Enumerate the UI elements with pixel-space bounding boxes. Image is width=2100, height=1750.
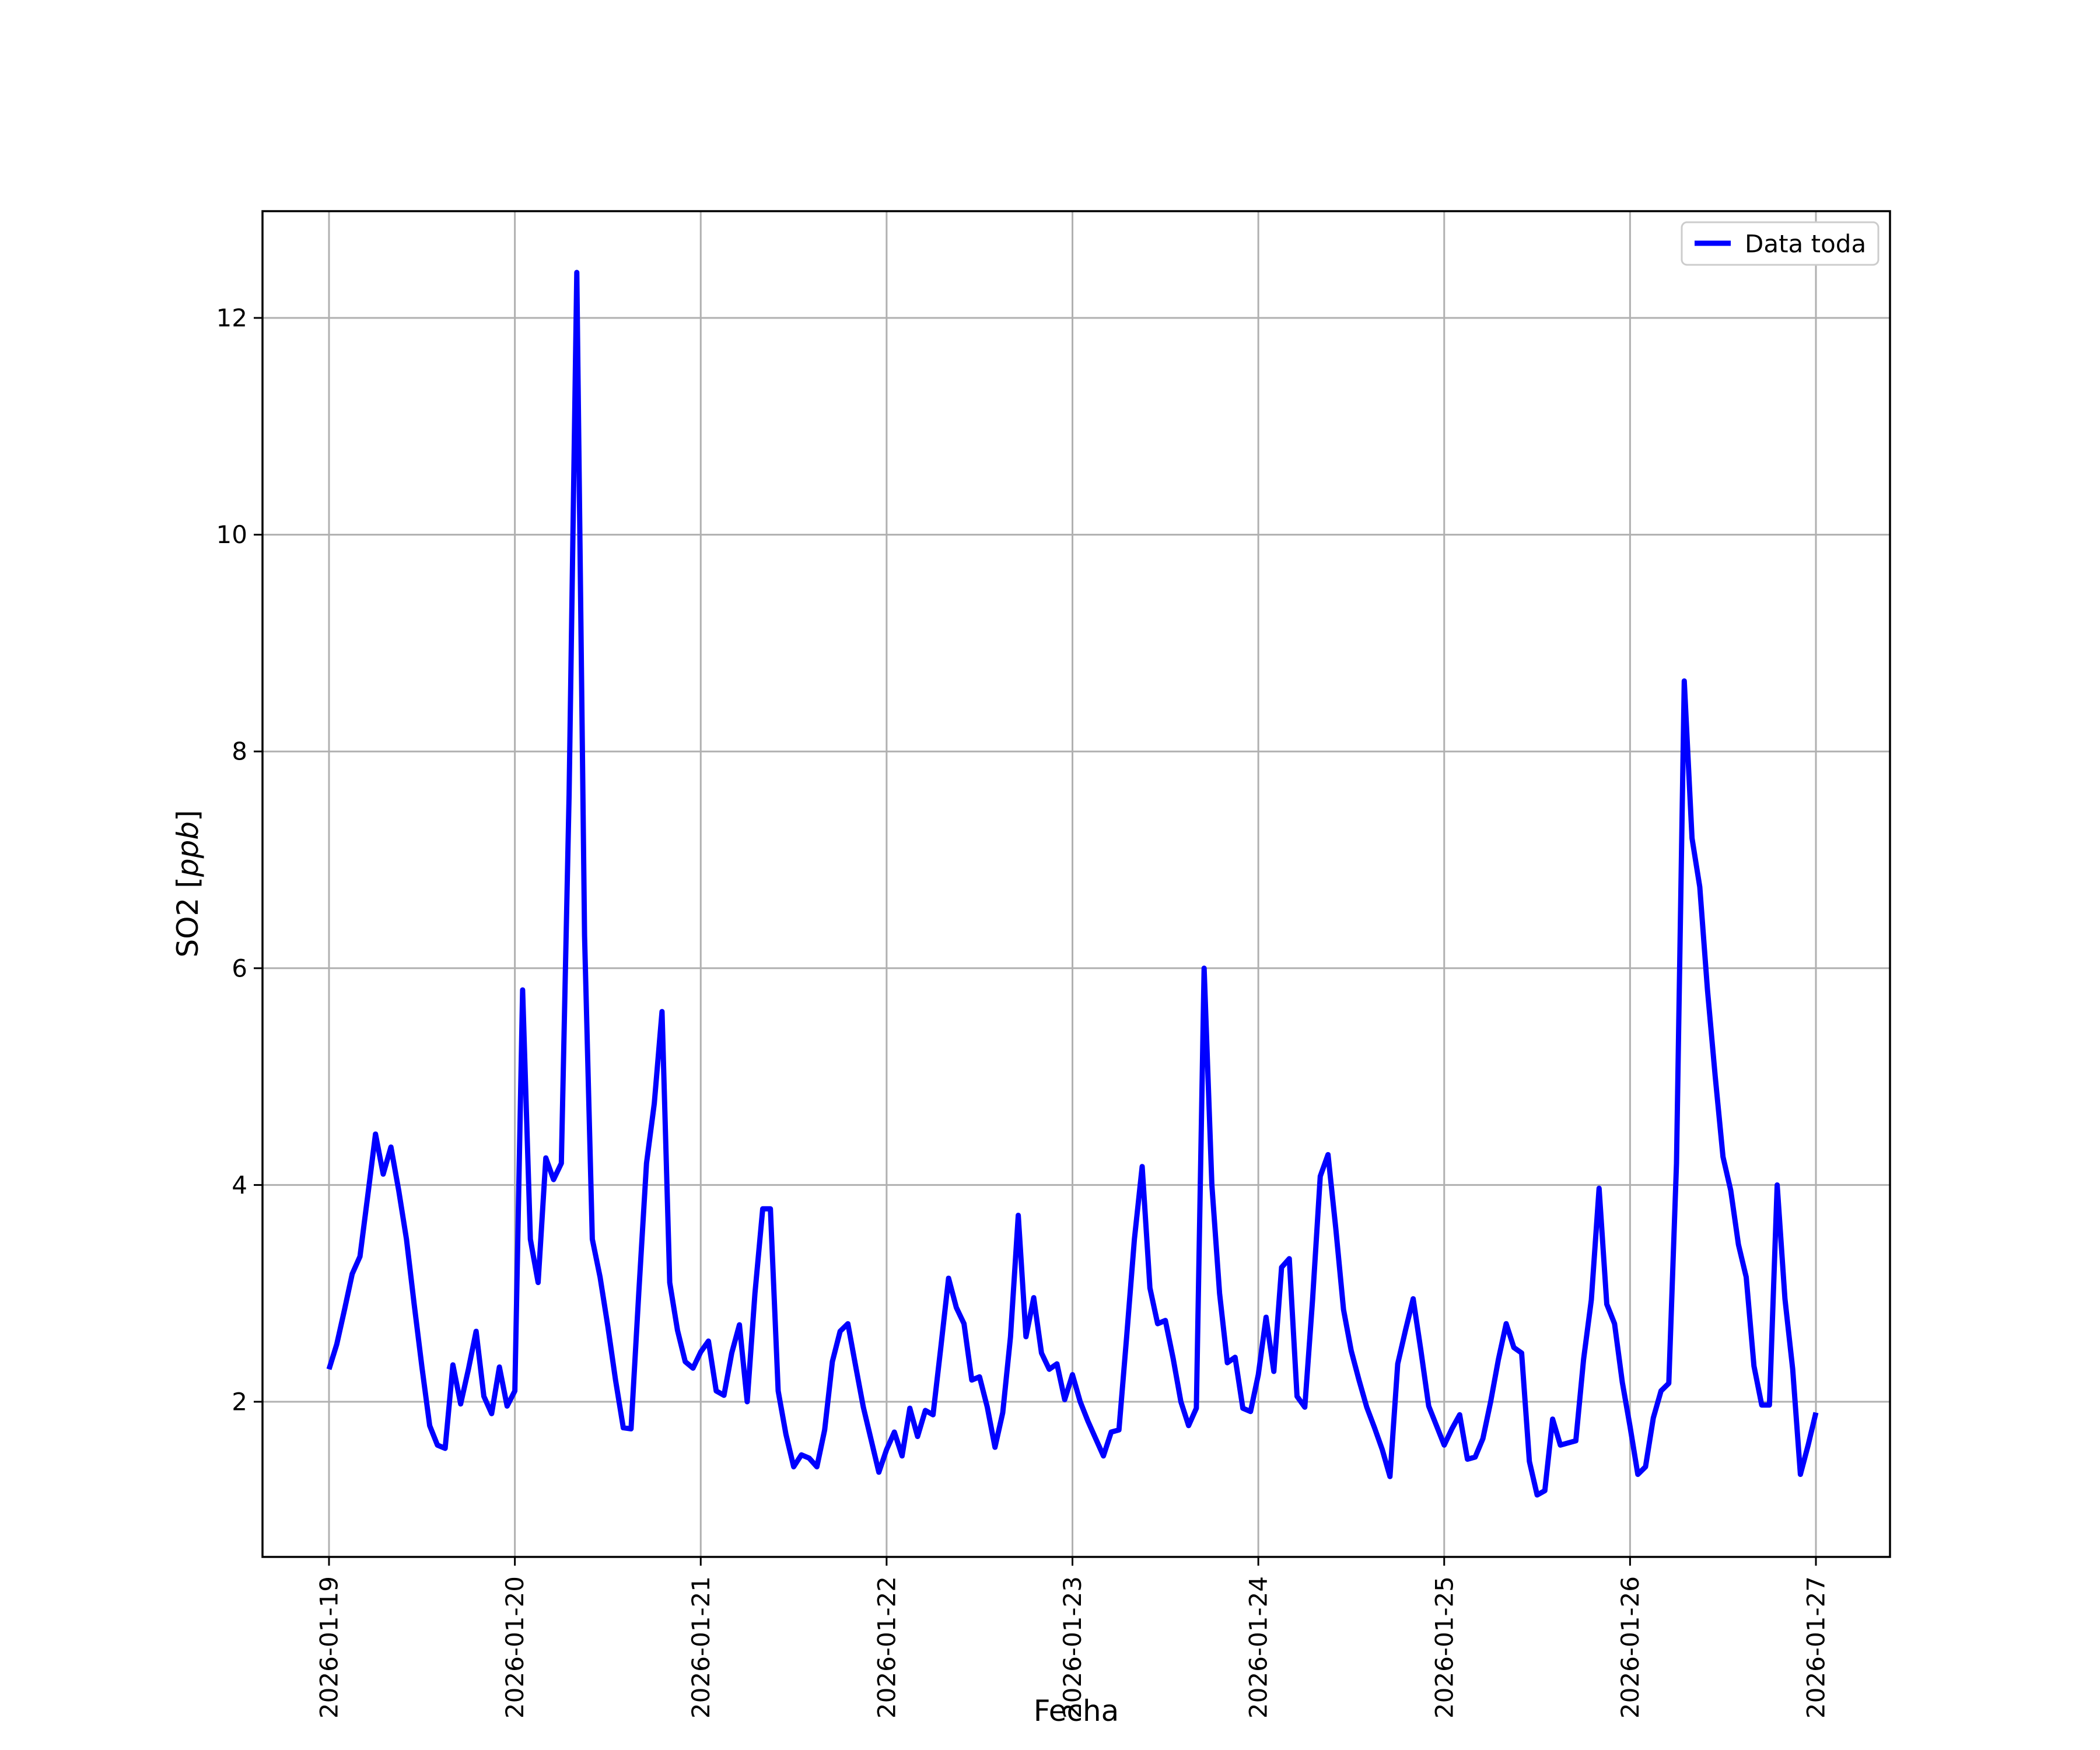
x-tick-label: 2026-01-23 [1058,1576,1087,1718]
y-tick-label: 2 [232,1388,247,1416]
x-tick-label: 2026-01-25 [1430,1576,1458,1718]
y-axis-label-suffix: ] [171,810,205,821]
y-axis-label-unit: ppb [171,821,205,877]
x-axis-label: Fecha [1034,1694,1119,1728]
x-tick-label: 2026-01-24 [1244,1576,1273,1718]
gridlines [262,211,1890,1557]
x-tick-label: 2026-01-21 [687,1576,715,1718]
data-line [326,270,1819,1498]
x-tick-label: 2026-01-22 [872,1576,901,1718]
y-tick-label: 10 [216,520,247,549]
y-axis-label-prefix: SO2 [ [171,877,205,957]
axis-ticks [254,317,1817,1566]
x-tick-label: 2026-01-19 [315,1576,344,1718]
y-tick-label: 8 [232,737,247,766]
legend-box [1681,221,1880,266]
legend: Data toda [1681,221,1880,266]
y-tick-label: 6 [232,954,247,982]
y-tick-label: 4 [232,1171,247,1199]
legend-label: Data toda [1745,230,1866,258]
x-tick-label: 2026-01-26 [1616,1576,1644,1718]
y-axis-label: SO2 [ppb] [171,810,205,957]
x-tick-label: 2026-01-20 [501,1576,529,1718]
x-tick-labels: 2026-01-19 2026-01-20 2026-01-21 2026-01-22… [315,1576,1831,1718]
plot-border [261,210,1891,1558]
y-tick-label: 12 [216,304,247,332]
y-tick-labels: 2 4 6 8 10 12 [216,304,247,1416]
x-tick-label: 2026-01-27 [1802,1576,1831,1718]
